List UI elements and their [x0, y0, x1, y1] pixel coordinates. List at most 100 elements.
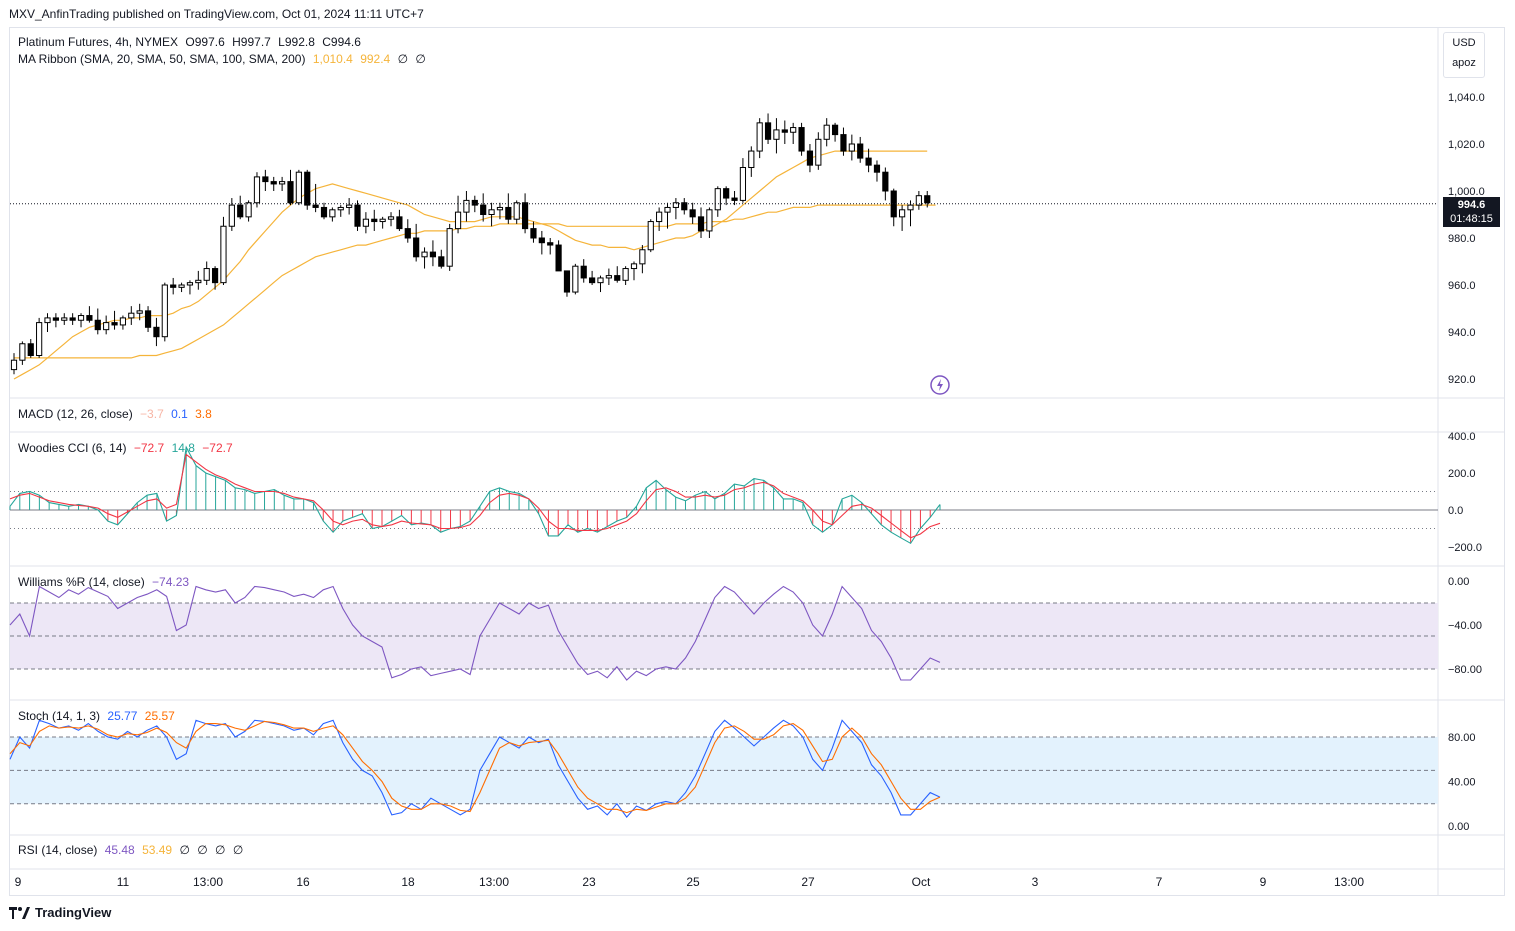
cci-legend[interactable]: Woodies CCI (6, 14) −72.7 14.8 −72.7: [18, 441, 237, 455]
candle-down: [320, 206, 328, 218]
candle-up: [220, 225, 227, 284]
high-label: H: [232, 35, 241, 49]
candle-down: [94, 319, 101, 331]
cci-value-2: 14.8: [171, 441, 195, 455]
candle-up: [329, 209, 336, 218]
willr-axis-tick: 0.00: [1448, 576, 1469, 588]
candle-up: [228, 204, 235, 227]
candle-up: [647, 221, 654, 251]
candle-up: [639, 249, 646, 265]
candle-up: [362, 218, 369, 227]
stoch-d-line: [9, 720, 941, 814]
time-axis-label: 9: [15, 875, 22, 889]
time-axis-label: 27: [801, 875, 815, 889]
willr-legend[interactable]: Williams %R (14, close) −74.23: [18, 575, 193, 589]
ma-value-3: ∅: [397, 52, 409, 66]
candle-down: [530, 228, 537, 239]
stoch-legend[interactable]: Stoch (14, 1, 3) 25.77 25.57: [18, 709, 179, 723]
candle-down: [865, 157, 872, 166]
candle-down: [144, 310, 152, 328]
candle-down: [798, 127, 805, 152]
candle-down: [781, 129, 788, 133]
candle-up: [915, 195, 922, 206]
cci-title: Woodies CCI (6, 14): [18, 441, 127, 455]
candle-up: [899, 209, 906, 218]
rsi-title: RSI (14, close): [18, 843, 98, 857]
candle-up: [513, 202, 520, 220]
macd-value-1: −3.7: [140, 407, 164, 421]
candle-up: [61, 317, 68, 321]
candle-down: [731, 197, 738, 201]
low-label: L: [278, 35, 285, 49]
open-label: O: [185, 35, 195, 49]
candle-up: [295, 171, 302, 204]
willr-title: Williams %R (14, close): [18, 575, 145, 589]
stoch-title: Stoch (14, 1, 3): [18, 709, 101, 723]
candle-up: [195, 279, 202, 284]
candle-up: [773, 129, 780, 140]
price-axis-tick: 1,020.0: [1448, 139, 1485, 151]
candle-down: [480, 204, 487, 216]
macd-value-2: 0.1: [171, 407, 188, 421]
candle-up: [186, 282, 194, 286]
main-legend[interactable]: Platinum Futures, 4h, NYMEX O997.6 H997.…: [18, 35, 365, 49]
candle-up: [714, 188, 721, 211]
time-axis-label: 13:00: [479, 875, 509, 889]
ma-value-2: 992.4: [360, 52, 391, 66]
candle-down: [890, 190, 897, 218]
candle-down: [86, 315, 93, 321]
currency-selector[interactable]: USD apoz: [1443, 32, 1485, 78]
candle-down: [312, 204, 319, 208]
candle-down: [831, 124, 839, 136]
candle-up: [706, 209, 713, 232]
candle-up: [630, 263, 638, 270]
candle-down: [697, 216, 705, 232]
time-axis-label: 16: [296, 875, 310, 889]
rsi-legend[interactable]: RSI (14, close) 45.48 53.49 ∅ ∅ ∅ ∅: [18, 843, 247, 857]
time-axis-label: 13:00: [1334, 875, 1364, 889]
macd-title: MACD (12, 26, close): [18, 407, 133, 421]
ma-legend[interactable]: MA Ribbon (SMA, 20, SMA, 50, SMA, 100, S…: [18, 52, 430, 66]
candle-down: [505, 206, 512, 220]
symbol-title: Platinum Futures, 4h, NYMEX: [18, 35, 179, 49]
price-axis-tick: 920.0: [1448, 374, 1476, 386]
cci-axis-tick: 400.0: [1448, 431, 1476, 443]
close-label: C: [322, 35, 331, 49]
published-header: MXV_AnfinTrading published on TradingVie…: [9, 7, 424, 21]
time-axis-label: 11: [117, 875, 130, 889]
candle-down: [873, 164, 881, 173]
rsi-value-6: ∅: [232, 843, 244, 857]
chart-frame: [9, 27, 1505, 896]
price-axis-tick: 940.0: [1448, 327, 1476, 339]
candle-down: [69, 317, 76, 321]
candle-up: [907, 204, 914, 211]
rsi-value-1: 45.48: [104, 843, 135, 857]
candle-down: [413, 237, 420, 258]
candle-down: [882, 171, 889, 192]
candle-up: [672, 202, 679, 208]
macd-legend[interactable]: MACD (12, 26, close) −3.7 0.1 3.8: [18, 407, 216, 421]
sma-50-line: [14, 204, 936, 359]
rsi-value-3: ∅: [179, 843, 190, 857]
candle-up: [756, 122, 763, 152]
candle-down: [211, 268, 219, 284]
cci-axis-tick: 0.0: [1448, 505, 1463, 517]
willr-line: [9, 585, 941, 681]
candle-down: [304, 171, 311, 206]
tradingview-footer[interactable]: TradingView: [9, 905, 111, 920]
candle-down: [614, 275, 621, 281]
stoch-axis-tick: 0.00: [1448, 821, 1469, 833]
candle-up: [664, 206, 671, 213]
willr-axis-tick: −40.00: [1448, 620, 1482, 632]
candle-down: [681, 202, 688, 211]
rsi-value-4: ∅: [197, 843, 208, 857]
cci-value-1: −72.7: [133, 441, 165, 455]
event-flash-glyph: [937, 379, 943, 391]
candle-up: [36, 322, 43, 357]
candle-up: [387, 216, 395, 220]
candle-down: [270, 181, 277, 185]
candle-down: [354, 204, 361, 227]
candle-up: [44, 317, 51, 324]
candle-down: [287, 181, 294, 204]
